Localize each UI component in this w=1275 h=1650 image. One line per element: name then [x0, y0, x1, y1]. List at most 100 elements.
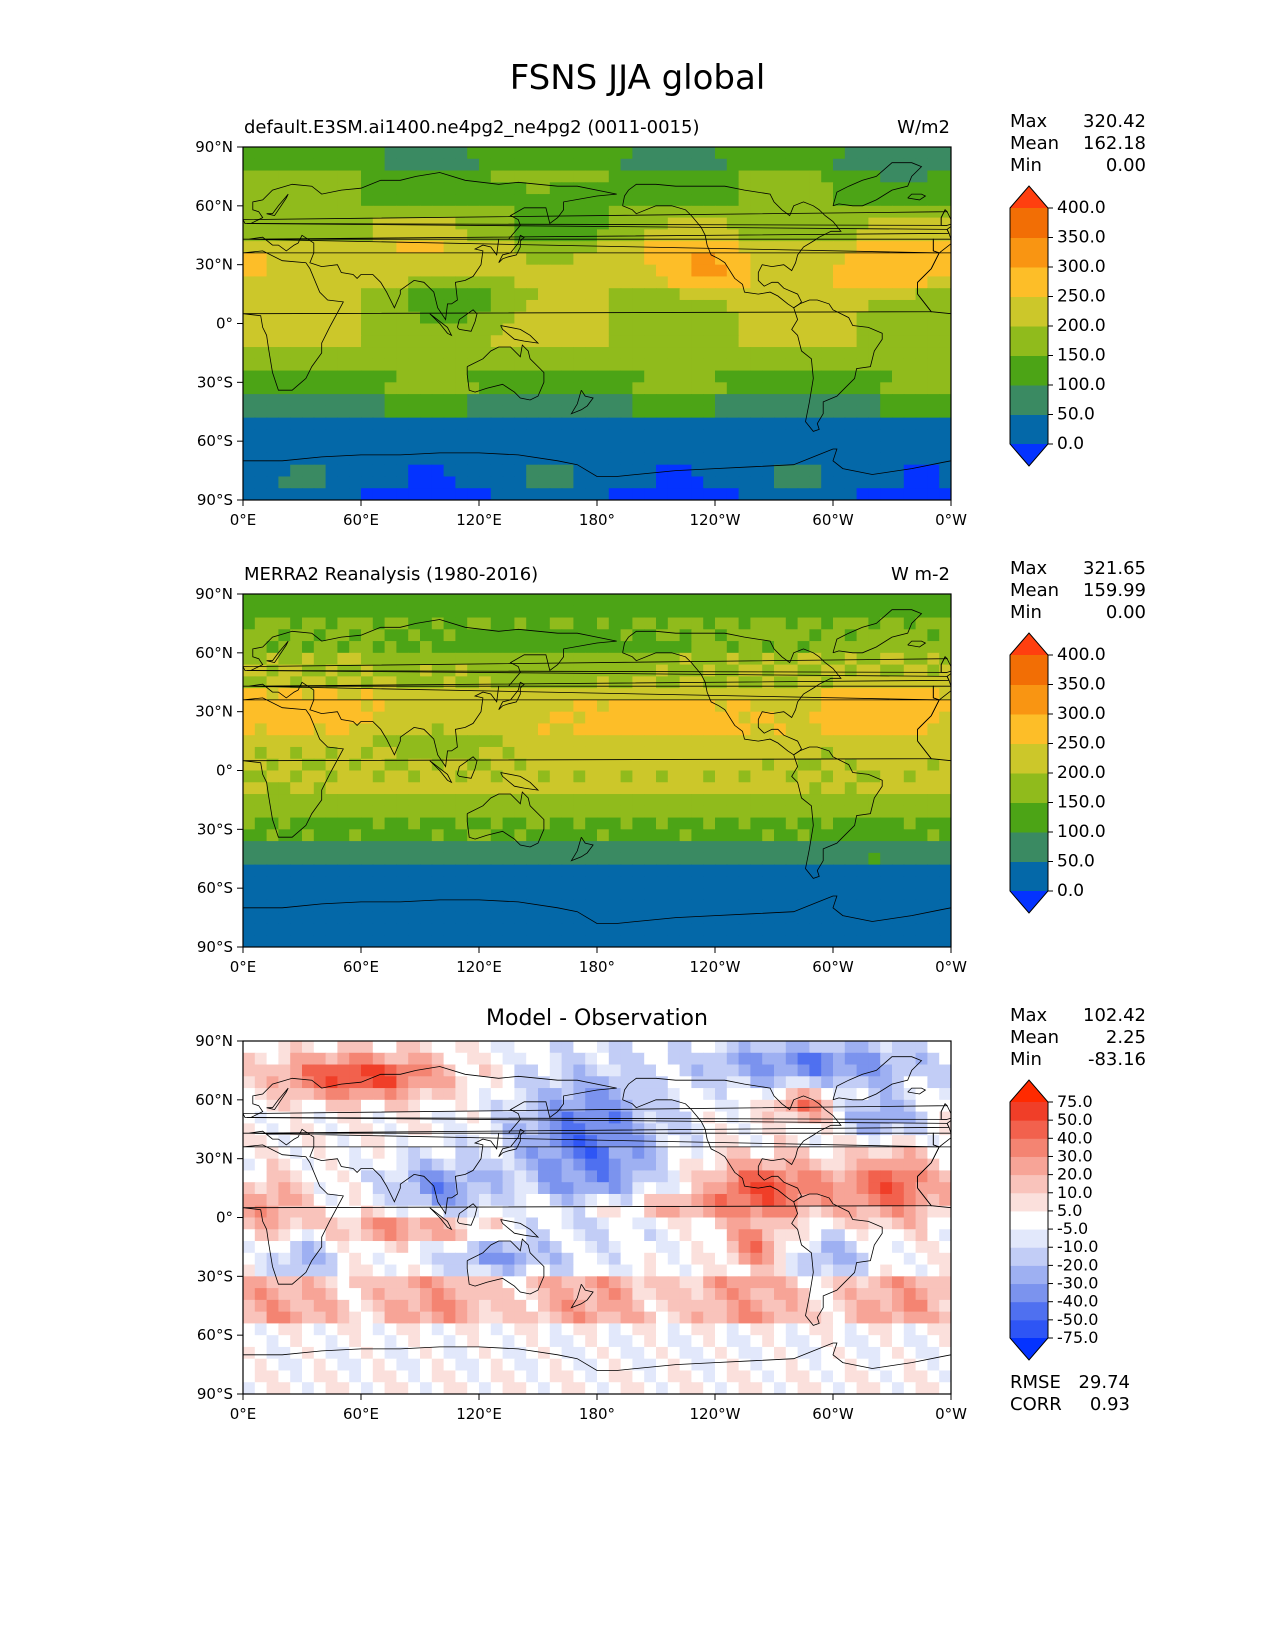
field-cell — [632, 276, 645, 289]
field-cell — [632, 252, 645, 266]
field-cell — [243, 241, 256, 254]
field-cell — [892, 441, 905, 454]
field-cell — [302, 1076, 315, 1089]
field-cell — [396, 723, 409, 736]
field-cell — [738, 276, 751, 289]
field-cell — [939, 1158, 951, 1172]
field-cell — [254, 1135, 268, 1148]
field-cell — [561, 652, 574, 666]
field-cell — [290, 1264, 303, 1277]
field-cell — [561, 805, 574, 819]
field-cell — [361, 829, 374, 842]
field-cell — [903, 735, 917, 748]
field-cell — [502, 688, 515, 701]
field-cell — [939, 158, 951, 172]
field-cell — [455, 370, 468, 383]
field-cell — [939, 888, 951, 901]
field-cell — [561, 1099, 574, 1113]
field-cell — [490, 605, 504, 619]
field-cell — [880, 664, 893, 677]
field-cell — [656, 594, 669, 607]
field-cell — [420, 382, 433, 395]
field-cell — [856, 1076, 869, 1089]
field-cell — [750, 911, 763, 925]
field-cell — [337, 711, 350, 725]
field-cell — [915, 699, 928, 713]
field-cell — [892, 1041, 905, 1054]
field-cell — [597, 899, 610, 913]
field-cell — [549, 1170, 563, 1183]
field-cell — [526, 782, 539, 795]
field-cell — [608, 911, 622, 925]
field-cell — [243, 464, 256, 478]
field-cell — [514, 288, 527, 301]
field-cell — [243, 370, 256, 383]
field-cell — [915, 1135, 928, 1148]
field-cell — [927, 605, 940, 619]
field-cell — [833, 182, 846, 195]
field-cell — [302, 182, 315, 195]
coastline — [940, 209, 951, 226]
field-cell — [349, 911, 362, 925]
field-cell — [408, 229, 421, 242]
field-cell — [608, 1076, 622, 1089]
field-cell — [939, 911, 951, 925]
field-cell — [585, 1111, 598, 1124]
field-cell — [573, 664, 586, 677]
field-cell — [939, 876, 951, 889]
field-cell — [325, 1205, 338, 1219]
field-cell — [467, 276, 480, 289]
field-cell — [939, 394, 951, 407]
field-cell — [585, 1146, 598, 1160]
field-cell — [856, 205, 869, 219]
field-cell — [526, 770, 539, 783]
field-cell — [597, 699, 610, 713]
field-cell — [703, 417, 716, 430]
field-cell — [892, 288, 905, 301]
field-cell — [349, 829, 362, 842]
field-cell — [715, 1158, 728, 1172]
x-tick-label: 0°W — [935, 511, 967, 529]
field-cell — [396, 1229, 409, 1242]
field-cell — [254, 594, 268, 607]
field-cell — [549, 452, 563, 466]
field-cell — [679, 794, 692, 807]
field-cell — [821, 1229, 834, 1242]
field-cell — [785, 699, 799, 713]
field-cell — [809, 758, 822, 772]
field-cell — [349, 158, 362, 172]
field-cell — [927, 335, 940, 348]
field-cell — [443, 276, 456, 289]
field-cell — [290, 347, 303, 360]
field-cell — [632, 852, 645, 866]
field-cell — [762, 241, 775, 254]
field-cell — [868, 735, 881, 748]
field-cell — [396, 641, 409, 654]
field-cell — [502, 182, 515, 195]
field-cell — [514, 405, 527, 419]
field-cell — [809, 1241, 822, 1254]
field-cell — [939, 1193, 951, 1207]
field-cell — [597, 205, 610, 219]
field-cell — [502, 170, 515, 183]
field-cell — [431, 299, 445, 313]
field-cell — [243, 923, 256, 936]
field-cell — [667, 441, 681, 454]
field-cell — [302, 382, 315, 395]
field-cell — [538, 1205, 551, 1219]
field-cell — [797, 335, 810, 348]
field-cell — [785, 1193, 799, 1207]
field-cell — [384, 676, 397, 689]
field-cell — [809, 888, 822, 901]
field-cell — [549, 829, 563, 842]
field-cell — [325, 241, 338, 254]
field-cell — [927, 276, 940, 289]
field-cell — [785, 288, 799, 301]
field-cell — [490, 723, 504, 736]
field-cell — [597, 264, 610, 278]
field-cell — [620, 641, 633, 654]
field-cell — [644, 817, 657, 830]
field-cell — [856, 758, 869, 772]
field-cell — [349, 770, 362, 783]
field-cell — [915, 299, 928, 313]
